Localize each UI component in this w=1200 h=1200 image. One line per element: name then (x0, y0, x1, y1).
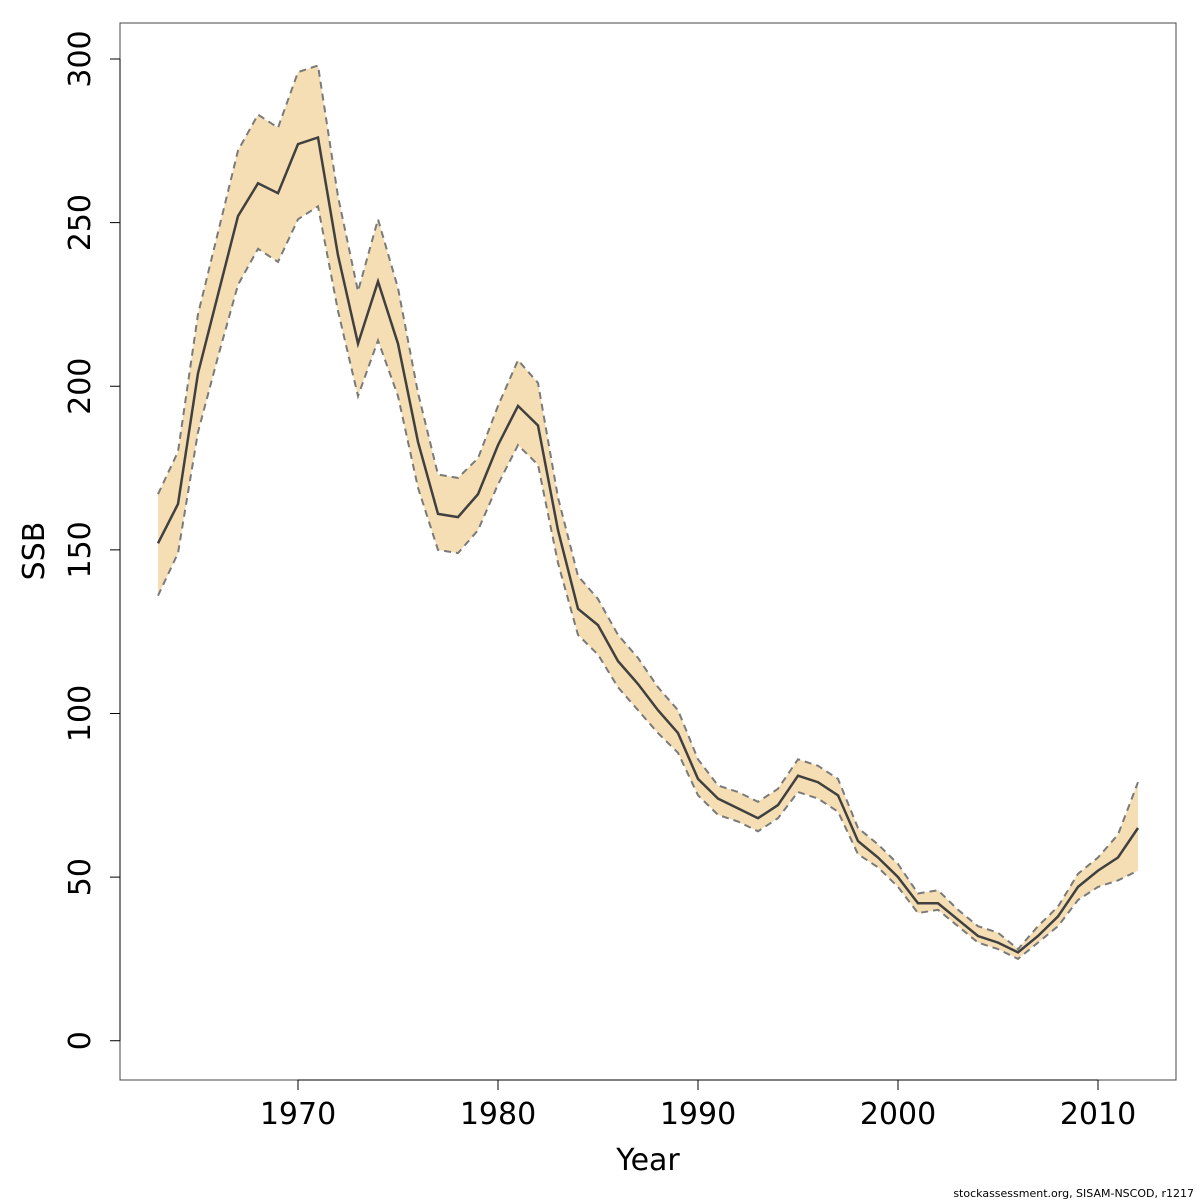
lower-bound-line (157, 204, 1139, 961)
x-axis-title: Year (615, 1143, 680, 1178)
y-tick-label: 300 (63, 30, 98, 87)
confidence-band (158, 65, 1138, 959)
y-tick-label: 200 (63, 358, 98, 415)
upper-bound-line (157, 64, 1139, 951)
footer-credit: stockassessment.org, SISAM-NSCOD, r1217 (953, 1187, 1194, 1200)
y-tick-label: 250 (63, 194, 98, 251)
x-tick-label: 2010 (1060, 1097, 1136, 1132)
y-tick-label: 0 (63, 1031, 98, 1050)
y-tick-label: 150 (63, 521, 98, 578)
y-tick-label: 50 (63, 858, 98, 896)
x-tick-label: 1990 (660, 1097, 736, 1132)
x-tick-label: 2000 (860, 1097, 936, 1132)
ssb-estimate-line (156, 135, 1140, 954)
y-axis-title: SSB (17, 522, 52, 581)
x-tick-label: 1970 (260, 1097, 336, 1132)
y-axis: 0 50 100 150 200 250 300 (63, 30, 121, 1050)
y-tick-label: 100 (63, 685, 98, 742)
x-tick-label: 1980 (460, 1097, 536, 1132)
x-axis: 1970 1980 1990 2000 2010 (260, 1079, 1136, 1132)
series-lines (156, 64, 1140, 961)
confidence-band-area (158, 65, 1138, 959)
